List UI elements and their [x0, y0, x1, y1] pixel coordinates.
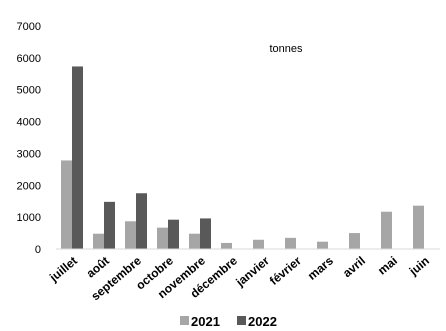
- legend-swatch-2022: [237, 316, 246, 325]
- x-tick-label: juin: [406, 254, 432, 279]
- x-tick-label: janvier: [233, 253, 273, 289]
- bar-2021-8: [317, 241, 328, 249]
- x-tick-label: février: [267, 253, 304, 288]
- y-axis-ticks: 0 1000 2000 3000 4000 5000 6000 7000: [17, 21, 41, 256]
- legend-swatch-2021: [180, 316, 189, 325]
- bars: [61, 66, 424, 249]
- bar-2021-7: [285, 237, 296, 249]
- bar-2022-4: [200, 218, 211, 249]
- legend: 2021 2022: [180, 314, 277, 329]
- x-tick-label: mai: [375, 254, 400, 278]
- y-tick-label: 0: [35, 244, 41, 256]
- bar-2021-1: [93, 233, 104, 249]
- bar-2021-2: [125, 221, 136, 249]
- y-tick-label: 6000: [17, 53, 41, 65]
- x-tick-label: avril: [340, 254, 368, 281]
- bar-2021-10: [381, 211, 392, 249]
- chart-annotation: tonnes: [269, 43, 303, 55]
- bar-2021-5: [221, 242, 232, 249]
- y-tick-label: 2000: [17, 180, 41, 192]
- y-tick-label: 5000: [17, 85, 41, 97]
- x-tick-label: mars: [305, 253, 336, 282]
- legend-label-2021: 2021: [191, 314, 220, 329]
- legend-label-2022: 2022: [248, 314, 277, 329]
- x-axis-labels: juillet aoûtseptembreoctobrenovembredécem…: [46, 253, 432, 303]
- x-tick-label: juillet: [46, 254, 80, 286]
- bar-2021-4: [189, 233, 200, 249]
- bar-2021-11: [413, 205, 424, 249]
- bar-2021-9: [349, 233, 360, 249]
- bar-2022-1: [104, 201, 115, 249]
- bar-2021-3: [157, 227, 168, 249]
- bar-2022-2: [136, 193, 147, 249]
- y-tick-label: 3000: [17, 148, 41, 160]
- y-tick-label: 1000: [17, 212, 41, 224]
- y-tick-label: 4000: [17, 117, 41, 129]
- bar-2022-3: [168, 219, 179, 249]
- bar-2022-0: [72, 66, 83, 249]
- bar-2021-0: [61, 160, 72, 249]
- y-tick-label: 7000: [17, 21, 41, 33]
- bar-2021-6: [253, 239, 264, 249]
